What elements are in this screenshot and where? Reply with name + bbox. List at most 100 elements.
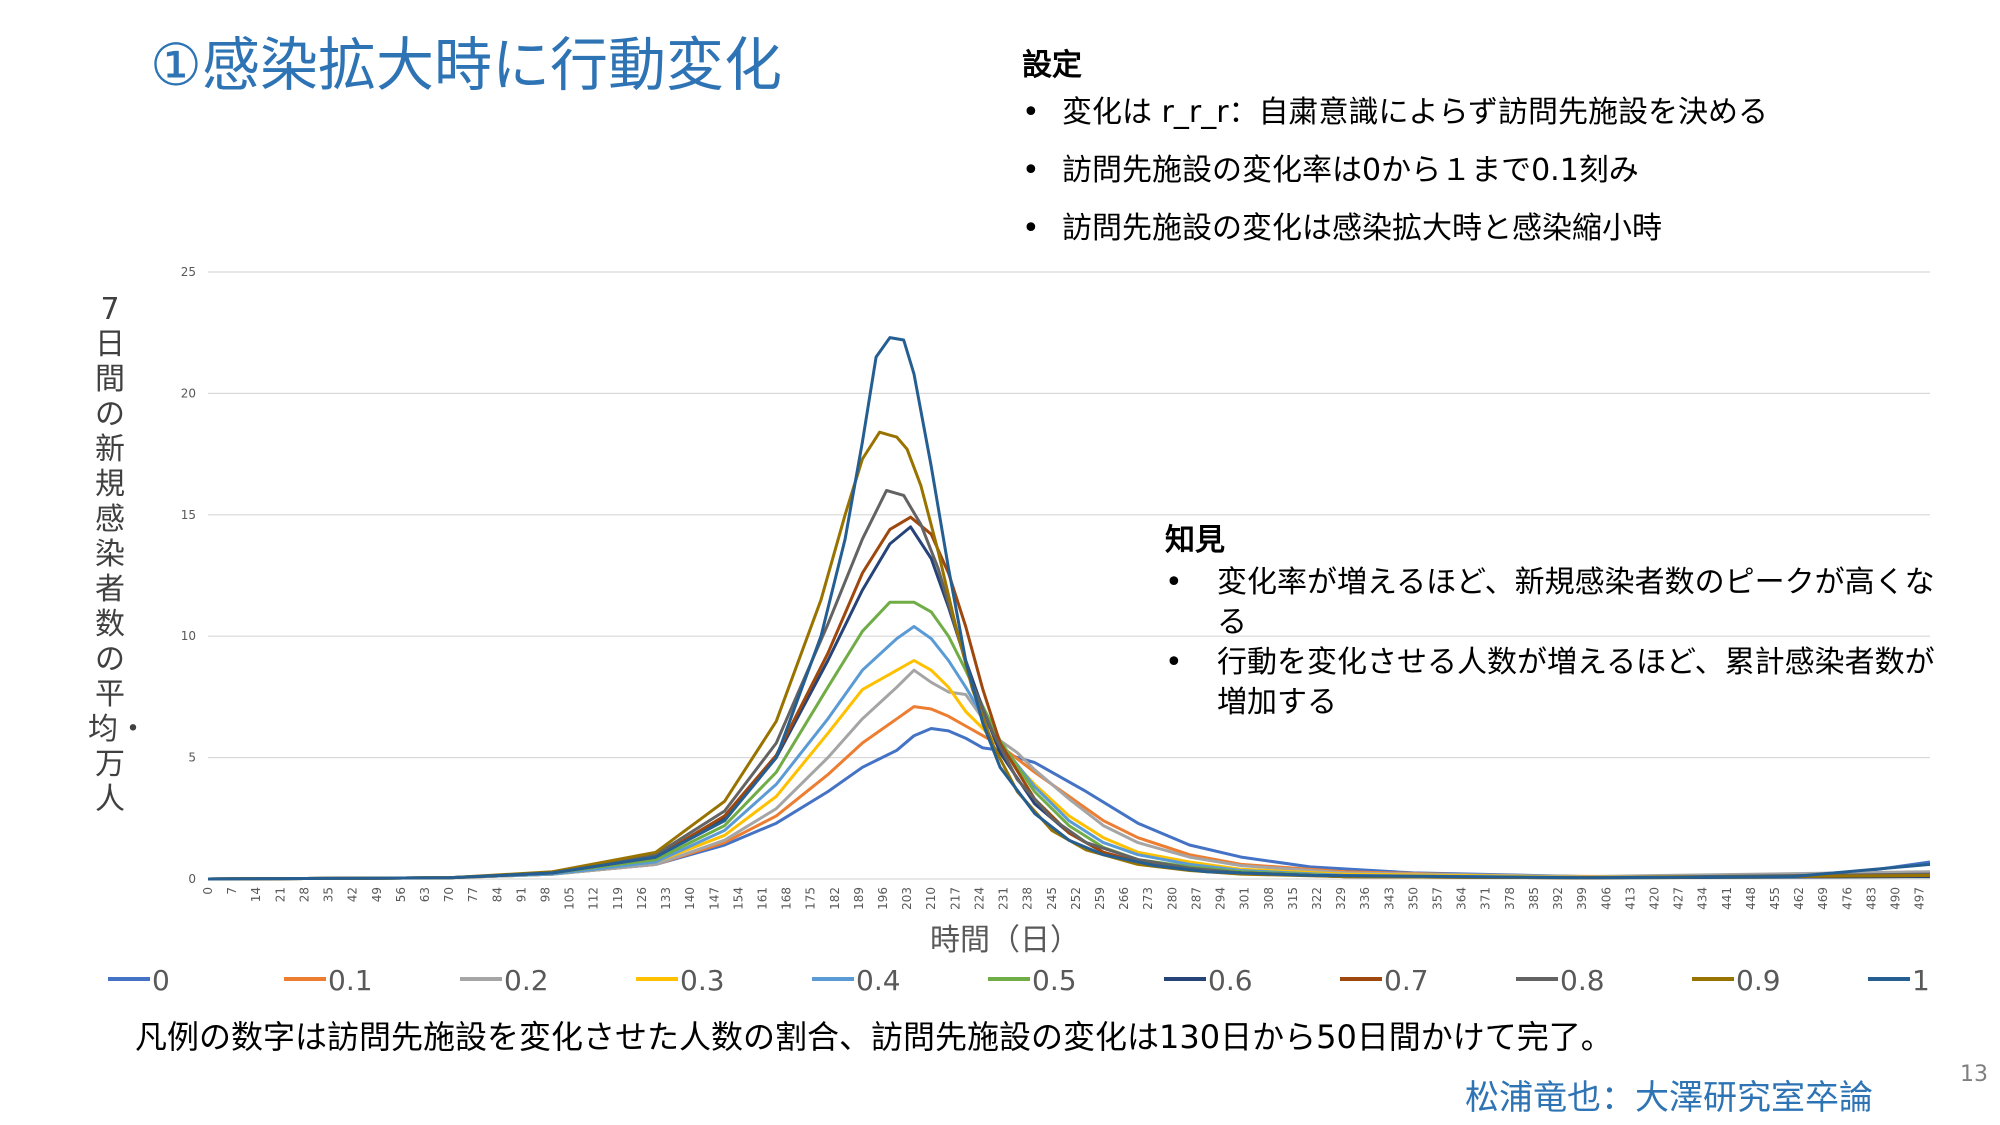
x-tick-label: 245 <box>1045 887 1059 910</box>
x-tick-label: 28 <box>297 887 311 902</box>
x-tick-label: 217 <box>948 887 962 910</box>
y-axis-label: 7日間の新規感染者数の平均・万人 <box>88 292 148 817</box>
x-tick-label: 0 <box>201 887 215 895</box>
findings-box: 知見 変化率が増えるほど、新規感染者数のピークが高くなる 行動を変化させる人数が… <box>1165 515 1945 723</box>
x-tick-label: 161 <box>755 887 769 910</box>
findings-item: 行動を変化させる人数が増えるほど、累計感染者数が増加する <box>1165 643 1945 723</box>
x-tick-label: 259 <box>1093 887 1107 910</box>
settings-item: 訪問先施設の変化率は0から１まで0.1刻み <box>1022 152 1962 190</box>
settings-box: 設定 変化は r_r_r：自粛意識によらず訪問先施設を決める 訪問先施設の変化率… <box>1022 40 1962 268</box>
x-tick-label: 231 <box>997 887 1011 910</box>
x-tick-label: 7 <box>225 887 239 895</box>
legend-label: 0.3 <box>680 964 725 997</box>
settings-item: 訪問先施設の変化は感染拡大時と感染縮小時 <box>1022 210 1962 248</box>
x-tick-label: 308 <box>1262 887 1276 910</box>
x-tick-label: 126 <box>635 887 649 910</box>
x-tick-label: 154 <box>731 887 745 910</box>
x-tick-label: 280 <box>1165 887 1179 910</box>
page-number: 13 <box>1960 1062 1988 1087</box>
slide-title: ①感染拡大時に行動変化 <box>150 31 782 99</box>
y-tick-label: 5 <box>188 751 196 765</box>
x-tick-label: 140 <box>683 887 697 910</box>
x-tick-label: 238 <box>1021 887 1035 910</box>
legend-label: 0.1 <box>328 964 373 997</box>
x-tick-label: 420 <box>1647 887 1661 910</box>
x-tick-label: 119 <box>611 887 625 910</box>
x-tick-label: 63 <box>418 887 432 902</box>
x-tick-label: 98 <box>539 887 553 902</box>
x-tick-label: 56 <box>394 887 408 902</box>
x-tick-label: 105 <box>563 887 577 910</box>
x-tick-label: 91 <box>514 887 528 902</box>
x-tick-label: 35 <box>322 887 336 902</box>
settings-heading: 設定 <box>1022 48 1082 83</box>
x-tick-label: 322 <box>1310 887 1324 910</box>
legend-label: 0.4 <box>856 964 901 997</box>
x-tick-label: 427 <box>1672 887 1686 910</box>
legend-label: 1 <box>1912 964 1930 997</box>
x-tick-label: 399 <box>1575 887 1589 910</box>
x-tick-label: 133 <box>659 887 673 910</box>
x-tick-label: 294 <box>1214 887 1228 910</box>
x-tick-label: 147 <box>707 887 721 910</box>
findings-item: 変化率が増えるほど、新規感染者数のピークが高くなる <box>1165 563 1945 643</box>
x-tick-label: 112 <box>587 887 601 910</box>
x-tick-label: 315 <box>1286 887 1300 910</box>
legend-label: 0.5 <box>1032 964 1077 997</box>
x-tick-label: 385 <box>1527 887 1541 910</box>
series-line <box>207 705 1931 881</box>
x-tick-label: 357 <box>1431 887 1445 910</box>
x-tick-label: 14 <box>249 887 263 902</box>
settings-list: 変化は r_r_r：自粛意識によらず訪問先施設を決める 訪問先施設の変化率は0か… <box>1022 94 1962 248</box>
x-tick-label: 196 <box>876 887 890 910</box>
findings-list: 変化率が増えるほど、新規感染者数のピークが高くなる 行動を変化させる人数が増える… <box>1165 563 1945 723</box>
x-tick-label: 252 <box>1069 887 1083 910</box>
series-line <box>207 336 1931 881</box>
x-tick-label: 455 <box>1768 887 1782 910</box>
x-tick-label: 287 <box>1189 887 1203 910</box>
series-line <box>207 668 1931 881</box>
series-line <box>207 489 1931 881</box>
legend-caption: 凡例の数字は訪問先施設を変化させた人数の割合、訪問先施設の変化は130日から50… <box>135 1018 1613 1056</box>
series-line <box>207 625 1931 881</box>
x-axis-label: 時間（日） <box>930 923 1080 958</box>
x-tick-label: 189 <box>852 887 866 910</box>
x-tick-label: 392 <box>1551 887 1565 910</box>
x-tick-label: 266 <box>1117 887 1131 910</box>
y-tick-label: 20 <box>181 386 196 400</box>
y-tick-label: 15 <box>181 508 196 522</box>
x-tick-label: 175 <box>804 887 818 910</box>
legend-label: 0.6 <box>1208 964 1253 997</box>
x-tick-label: 336 <box>1358 887 1372 910</box>
x-tick-label: 49 <box>370 887 384 902</box>
x-tick-label: 21 <box>273 887 287 902</box>
x-tick-label: 210 <box>924 887 938 910</box>
x-tick-label: 224 <box>972 887 986 910</box>
x-tick-label: 476 <box>1840 887 1854 910</box>
x-tick-label: 70 <box>442 887 456 902</box>
legend-label: 0.9 <box>1736 964 1781 997</box>
x-tick-label: 343 <box>1382 887 1396 910</box>
settings-item: 変化は r_r_r：自粛意識によらず訪問先施設を決める <box>1022 94 1962 132</box>
author-credit: 松浦竜也：大澤研究室卒論 <box>1465 1078 1873 1118</box>
x-tick-label: 84 <box>490 887 504 902</box>
x-tick-label: 273 <box>1141 887 1155 910</box>
x-tick-label: 364 <box>1455 887 1469 910</box>
legend-label: 0.2 <box>504 964 549 997</box>
x-tick-label: 371 <box>1479 887 1493 910</box>
x-tick-label: 483 <box>1864 887 1878 910</box>
x-tick-label: 406 <box>1599 887 1613 910</box>
x-tick-label: 462 <box>1792 887 1806 910</box>
x-tick-label: 497 <box>1913 887 1927 910</box>
x-tick-label: 182 <box>828 887 842 910</box>
x-tick-label: 168 <box>780 887 794 910</box>
x-tick-label: 378 <box>1503 887 1517 910</box>
legend-label: 0 <box>152 964 170 997</box>
x-tick-label: 413 <box>1623 887 1637 910</box>
x-tick-label: 77 <box>466 887 480 902</box>
findings-heading: 知見 <box>1165 523 1225 558</box>
x-tick-label: 441 <box>1720 887 1734 910</box>
x-tick-label: 329 <box>1334 887 1348 910</box>
y-tick-label: 10 <box>181 629 196 643</box>
